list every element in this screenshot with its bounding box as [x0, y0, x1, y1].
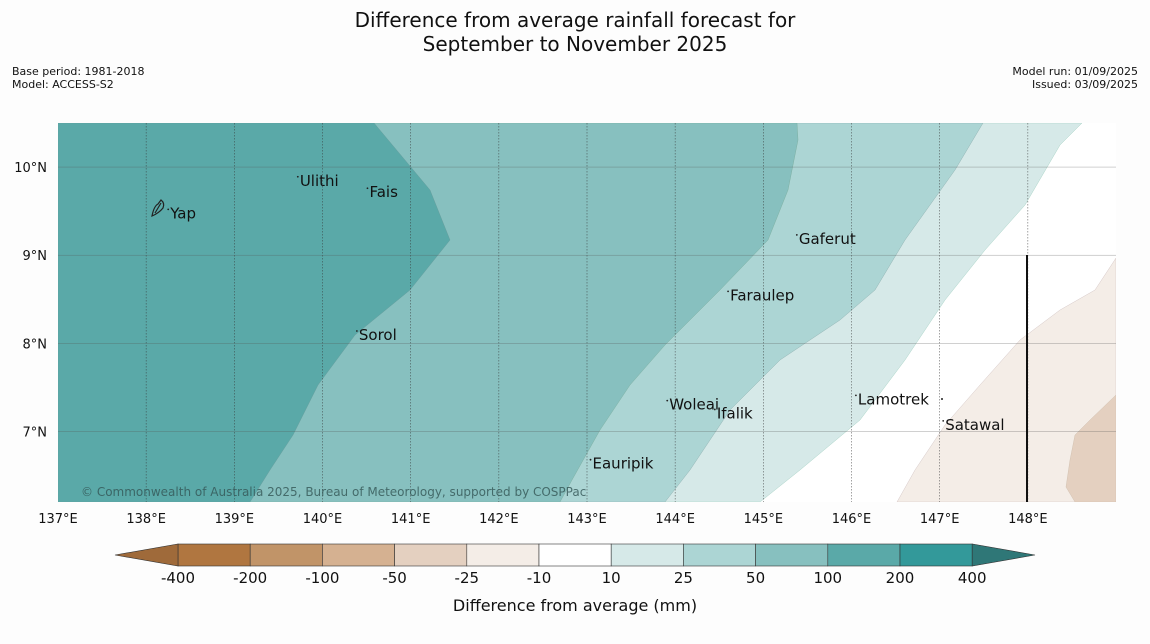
x-tick-label: 142°E [479, 512, 519, 527]
colorbar-tick-label: 50 [746, 569, 765, 587]
place-marker [727, 290, 729, 293]
x-tick-label: 141°E [391, 512, 431, 527]
place-marker [589, 458, 592, 461]
colorbar-extend-low [114, 543, 179, 567]
colorbar-segment [683, 543, 756, 567]
x-axis-ticks: 137°E 138°E 139°E 140°E 141°E 142°E 143°E 144°E… [38, 512, 1047, 527]
x-tick-label: 145°E [744, 512, 784, 527]
colorbar-segment [899, 543, 973, 567]
place-label: Ulithi [300, 172, 339, 190]
colorbar-tick-label: 25 [674, 569, 693, 587]
place-label: Lamotrek [858, 390, 929, 408]
model-run-text: Model run: 01/09/2025 [1012, 65, 1138, 78]
colorbar-segment [538, 543, 612, 567]
small-island-dot [941, 398, 943, 400]
colorbar-tick-label: -100 [305, 569, 339, 587]
place-label: Fais [369, 183, 398, 201]
place-label: Eauripik [593, 455, 654, 473]
colorbar-tick-label: 400 [958, 569, 987, 587]
colorbar: -400 -200 -100 -50 -25 -10 10 25 50 100 200 400 [114, 543, 1036, 587]
colorbar-segment [177, 543, 251, 567]
colorbar-segment [249, 543, 323, 567]
colorbar-label: Difference from average (mm) [452, 596, 698, 615]
y-tick-label: 9°N [23, 249, 48, 264]
map-title: Difference from average rainfall forecas… [0, 8, 1150, 56]
colorbar-tick-label: 100 [813, 569, 842, 587]
x-tick-label: 139°E [215, 512, 255, 527]
place-marker [666, 399, 669, 402]
place-marker [942, 420, 945, 422]
colorbar-tick-label: -10 [527, 569, 552, 587]
place-marker [296, 175, 299, 178]
colorbar-segment [610, 543, 684, 567]
place-labels: Yap Ulithi Fais Gaferut Faraulep Sorol Lamotre… [167, 172, 1005, 473]
contour-band-minus50-minus25 [1065, 394, 1116, 502]
x-tick-label: 144°E [655, 512, 695, 527]
y-tick-label: 7°N [23, 425, 48, 440]
place-label: Gaferut [799, 230, 856, 248]
colorbar-segment [827, 543, 901, 567]
yap-island-outline [151, 199, 165, 218]
x-tick-label: 146°E [832, 512, 872, 527]
colorbar-extend-high [971, 543, 1036, 567]
place-label: Faraulep [730, 286, 794, 304]
colorbar-segment [394, 543, 468, 567]
contour-band-100-200 [58, 123, 451, 502]
colorbar-tick-label: -25 [455, 569, 480, 587]
colorbar-segment [322, 543, 395, 567]
place-marker [366, 187, 369, 190]
x-tick-label: 148°E [1008, 512, 1048, 527]
meta-right: Model run: 01/09/2025 Issued: 03/09/2025 [1012, 65, 1138, 91]
colorbar-tick-label: 10 [602, 569, 621, 587]
x-tick-label: 138°E [126, 512, 166, 527]
place-marker [795, 234, 798, 236]
y-axis-ticks: 10°N 9°N 8°N 7°N [14, 161, 47, 440]
issued-text: Issued: 03/09/2025 [1031, 78, 1138, 91]
x-tick-label: 137°E [38, 512, 78, 527]
place-label: Yap [169, 204, 196, 222]
y-tick-label: 10°N [14, 161, 47, 176]
base-period-text: Base period: 1981-2018 [12, 65, 145, 78]
colorbar-tick-label: -50 [382, 569, 407, 587]
place-label: Woleai [669, 396, 719, 414]
y-tick-label: 8°N [23, 337, 48, 352]
place-label: Satawal [945, 416, 1004, 434]
colorbar-tick-label: -400 [161, 569, 195, 587]
map-title-line-1: Difference from average rainfall forecas… [354, 8, 796, 32]
x-tick-label: 140°E [303, 512, 343, 527]
contour-band-minus25-minus10 [896, 257, 1116, 502]
map-title-line-2: September to November 2025 [422, 32, 728, 56]
meta-left: Base period: 1981-2018 Model: ACCESS-S2 [12, 65, 144, 91]
place-label: Ifalik [717, 404, 753, 422]
x-tick-label: 143°E [567, 512, 607, 527]
place-marker [167, 208, 170, 211]
colorbar-segment [755, 543, 829, 567]
colorbar-segment [466, 543, 540, 567]
copyright-text: © Commonwealth of Australia 2025, Bureau… [81, 485, 586, 499]
colorbar-tick-label: 200 [886, 569, 915, 587]
x-tick-label: 147°E [920, 512, 960, 527]
place-marker [713, 408, 716, 411]
colorbar-tick-label: -200 [233, 569, 267, 587]
model-text: Model: ACCESS-S2 [12, 78, 114, 91]
place-label: Sorol [359, 326, 397, 344]
place-marker [855, 394, 857, 397]
place-marker [355, 330, 358, 332]
